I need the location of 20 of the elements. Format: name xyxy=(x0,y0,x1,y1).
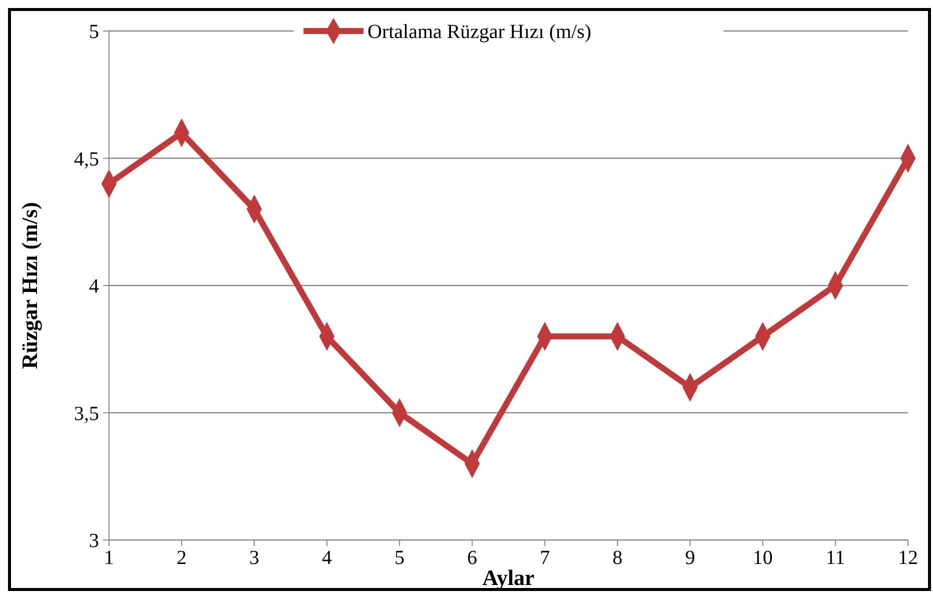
x-tick-label: 3 xyxy=(249,547,260,569)
legend-label: Ortalama Rüzgar Hızı (m/s) xyxy=(368,21,592,43)
x-tick-label: 6 xyxy=(467,547,478,569)
x-tick-label: 1 xyxy=(104,547,114,569)
y-tick-label: 4,5 xyxy=(74,148,99,170)
x-tick-label: 8 xyxy=(612,547,622,569)
y-axis-title: Rüzgar Hızı (m/s) xyxy=(17,202,42,370)
y-tick-label: 3,5 xyxy=(74,402,99,425)
x-tick-label: 5 xyxy=(394,547,405,569)
x-tick-label: 10 xyxy=(752,547,773,569)
x-tick-label: 2 xyxy=(176,547,187,569)
x-tick-label: 12 xyxy=(898,547,918,569)
x-tick-label: 9 xyxy=(685,547,696,569)
y-tick-label: 4 xyxy=(89,276,99,298)
x-tick-label: 4 xyxy=(322,547,332,569)
x-tick-label: 11 xyxy=(826,547,845,569)
y-tick-label: 5 xyxy=(89,21,99,43)
y-tick-label: 3 xyxy=(89,530,99,552)
x-axis-title: Aylar xyxy=(482,565,535,590)
x-tick-label: 7 xyxy=(540,547,550,569)
